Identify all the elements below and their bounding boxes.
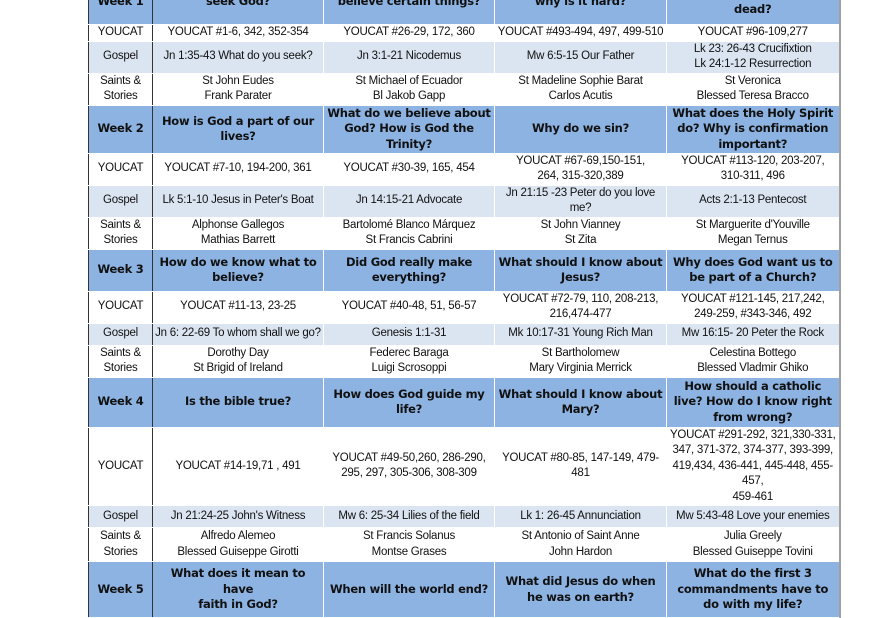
topic-question: believe certain things? (323, 0, 495, 25)
gospel-cell: Jn 1:35-43 What do you seek? (152, 40, 324, 74)
topic-question: seek God? (152, 0, 324, 25)
saints-cell: Alfredo Alemeo Blessed Guiseppe Girotti (152, 527, 324, 562)
youcat-row: YOUCAT YOUCAT #14-19,71 , 491 YOUCAT #49-5… (88, 426, 841, 506)
youcat-cell: YOUCAT #96-109,277 (666, 24, 841, 42)
saints-cell: St John Vianney St Zita (494, 216, 667, 250)
row-label-saints: Saints & Stories (88, 344, 153, 378)
youcat-cell: YOUCAT #49-50,260, 286-290, 295, 297, 30… (323, 426, 495, 506)
youcat-cell: YOUCAT #7-10, 194-200, 361 (152, 152, 324, 186)
topic-question: What should I know about Mary? (494, 376, 667, 428)
row-label-saints: Saints & Stories (88, 72, 153, 106)
week-label: Week 4 (88, 376, 153, 428)
week-label: Week 1 (88, 0, 153, 25)
saints-cell: St John Eudes Frank Parater (152, 72, 324, 106)
row-label-gospel: Gospel (88, 40, 153, 74)
youcat-cell: YOUCAT #113-120, 203-207, 310-311, 496 (666, 152, 841, 186)
gospel-cell: Mk 10:17-31 Young Rich Man (494, 322, 667, 346)
youcat-row: YOUCAT YOUCAT #1-6, 342, 352-354 YOUCAT #2… (88, 24, 841, 42)
gospel-cell: Lk 1: 26-45 Annunciation (494, 505, 667, 528)
gospel-cell: Mw 16:15- 20 Peter the Rock (666, 322, 841, 346)
gospel-cell: Jn 3:1-21 Nicodemus (323, 40, 495, 74)
row-label-youcat: YOUCAT (88, 426, 153, 506)
topic-question: How is God a part of our lives? (152, 104, 324, 154)
gospel-row: Gospel Jn 1:35-43 What do you seek? Jn 3:1… (88, 40, 841, 74)
row-label-gospel: Gospel (88, 322, 153, 346)
saints-cell: Celestina Bottego Blessed Vladmir Ghiko (666, 344, 841, 378)
topic-question: What should I know about Jesus? (494, 248, 667, 292)
gospel-cell: Mw 5:43-48 Love your enemies (666, 505, 841, 528)
week-label: Week 2 (88, 104, 153, 154)
gospel-cell: Mw 6: 25-34 Lilies of the field (323, 505, 495, 528)
row-label-gospel: Gospel (88, 184, 153, 218)
topic-question: Why do we sin? (494, 104, 667, 154)
saints-cell: St Antonio of Saint Anne John Hardon (494, 527, 667, 562)
youcat-cell: YOUCAT #121-145, 217,242, 249-259, #343-… (666, 290, 841, 324)
gospel-cell: Jn 6: 22-69 To whom shall we go? (152, 322, 324, 346)
week-header-row: Week 4 Is the bible true? How does God gui… (88, 376, 841, 428)
youcat-cell: YOUCAT #291-292, 321,330-331, 347, 371-3… (666, 426, 841, 506)
youcat-row: YOUCAT YOUCAT #7-10, 194-200, 361 YOUCAT #… (88, 152, 841, 186)
gospel-cell: Mw 6:5-15 Our Father (494, 40, 667, 74)
youcat-cell: YOUCAT #14-19,71 , 491 (152, 426, 324, 506)
saints-cell: St Michael of Ecuador Bl Jakob Gapp (323, 72, 495, 106)
gospel-cell: Jn 21:15 -23 Peter do you love me? (494, 184, 667, 218)
topic-question: How should a catholic live? How do I kno… (666, 376, 841, 428)
saints-cell: St Marguerite d'Youville Megan Ternus (666, 216, 841, 250)
lesson-schedule-table: Week 1 seek God? believe certain things? wh… (88, 0, 841, 618)
saints-cell: St Bartholomew Mary Virginia Merrick (494, 344, 667, 378)
gospel-cell: Acts 2:1-13 Pentecost (666, 184, 841, 218)
row-label-saints: Saints & Stories (88, 527, 153, 562)
saints-row: Saints & Stories Dorothy Day St Brigid of… (88, 344, 841, 378)
youcat-cell: YOUCAT #72-79, 110, 208-213, 216,474-477 (494, 290, 667, 324)
row-label-youcat: YOUCAT (88, 290, 153, 324)
topic-question: What do we believe about God? How is God… (323, 104, 495, 154)
row-label-youcat: YOUCAT (88, 24, 153, 42)
week-header-row: Week 1 seek God? believe certain things? wh… (88, 0, 841, 25)
saints-cell: Dorothy Day St Brigid of Ireland (152, 344, 324, 378)
youcat-cell: YOUCAT #26-29, 172, 360 (323, 24, 495, 42)
saints-cell: Julia Greely Blessed Guiseppe Tovini (666, 527, 841, 562)
gospel-cell: Jn 14:15-21 Advocate (323, 184, 495, 218)
gospel-cell: Jn 21:24-25 John's Witness (152, 505, 324, 528)
youcat-cell: YOUCAT #80-85, 147-149, 479-481 (494, 426, 667, 506)
topic-question: What does the Holy Spirit do? Why is con… (666, 104, 841, 154)
youcat-cell: YOUCAT #493-494, 497, 499-510 (494, 24, 667, 42)
topic-question: why is it hard? (494, 0, 667, 25)
saints-row: Saints & Stories St John Eudes Frank Para… (88, 72, 841, 106)
gospel-row: Gospel Jn 6: 22-69 To whom shall we go? Ge… (88, 322, 841, 346)
topic-question: How do we know what to believe? (152, 248, 324, 292)
week-header-row: Week 2 How is God a part of our lives? Wha… (88, 104, 841, 154)
topic-question: Why does God want us to be part of a Chu… (666, 248, 841, 292)
topic-question: How does God guide my life? (323, 376, 495, 428)
saints-row: Saints & Stories Alfredo Alemeo Blessed G… (88, 527, 841, 562)
topic-question: Did God really make everything? (323, 248, 495, 292)
youcat-cell: YOUCAT #1-6, 342, 352-354 (152, 24, 324, 42)
row-label-saints: Saints & Stories (88, 216, 153, 250)
youcat-cell: YOUCAT #67-69,150-151, 264, 315-320,389 (494, 152, 667, 186)
topic-question: cross & rise from the dead? (666, 0, 841, 25)
gospel-row: Gospel Lk 5:1-10 Jesus in Peter's Boat Jn … (88, 184, 841, 218)
week-label: Week 3 (88, 248, 153, 292)
youcat-cell: YOUCAT #11-13, 23-25 (152, 290, 324, 324)
gospel-cell: Genesis 1:1-31 (323, 322, 495, 346)
saints-cell: St Francis Solanus Montse Grases (323, 527, 495, 562)
youcat-cell: YOUCAT #30-39, 165, 454 (323, 152, 495, 186)
saints-cell: Alphonse Gallegos Mathias Barrett (152, 216, 324, 250)
week-header-row: Week 3 How do we know what to believe? Did… (88, 248, 841, 292)
saints-cell: St Veronica Blessed Teresa Bracco (666, 72, 841, 106)
topic-question: Is the bible true? (152, 376, 324, 428)
saints-cell: Federec Baraga Luigi Scrosoppi (323, 344, 495, 378)
row-label-youcat: YOUCAT (88, 152, 153, 186)
gospel-cell: Lk 23: 26-43 Crucifixtion Lk 24:1-12 Res… (666, 40, 841, 74)
saints-cell: St Madeline Sophie Barat Carlos Acutis (494, 72, 667, 106)
saints-cell: Bartolomé Blanco Márquez St Francis Cabr… (323, 216, 495, 250)
row-label-gospel: Gospel (88, 505, 153, 528)
gospel-cell: Lk 5:1-10 Jesus in Peter's Boat (152, 184, 324, 218)
gospel-row: Gospel Jn 21:24-25 John's Witness Mw 6: 25… (88, 505, 841, 528)
saints-row: Saints & Stories Alphonse Gallegos Mathia… (88, 216, 841, 250)
youcat-row: YOUCAT YOUCAT #11-13, 23-25 YOUCAT #40-48,… (88, 290, 841, 324)
youcat-cell: YOUCAT #40-48, 51, 56-57 (323, 290, 495, 324)
